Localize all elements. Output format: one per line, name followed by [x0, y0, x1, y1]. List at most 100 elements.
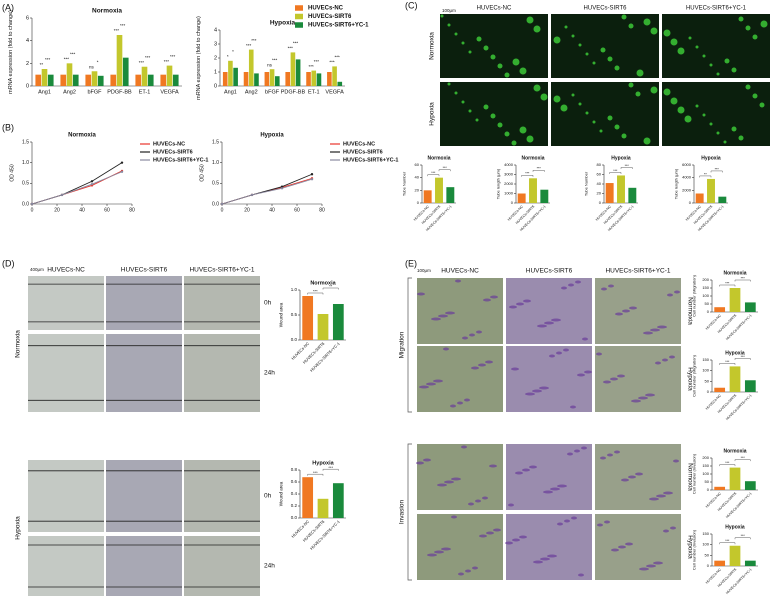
bar [47, 74, 54, 86]
y-tick-label: 100 [702, 542, 709, 547]
panel-label: (D) [2, 258, 15, 268]
transwell-image [595, 278, 681, 344]
bar [91, 71, 98, 86]
cell-blob [608, 284, 614, 288]
series-line [31, 170, 123, 205]
cell-blob [643, 331, 653, 335]
bar [72, 74, 79, 86]
bar [290, 52, 296, 86]
cell-blob [724, 58, 730, 64]
significance-label: *** [293, 41, 299, 46]
wound-image [106, 460, 182, 532]
column-header: HUVECs-SIRT6+YC-1 [605, 268, 670, 275]
cell-blob [650, 328, 660, 332]
y-tick-label: 2 [214, 55, 217, 61]
x-tick-label: 20 [54, 207, 60, 213]
group-bracket [407, 277, 412, 413]
legend-swatch [295, 22, 303, 28]
cell-blob [557, 484, 567, 488]
cell-blob [451, 477, 461, 481]
x-tick-label: bFGF [87, 89, 102, 95]
y-tick-label: 2000 [682, 187, 692, 192]
x-tick-label: Ang1 [224, 89, 237, 95]
legend-label: HUVECs-SIRT6 [343, 149, 383, 155]
row-label: Normoxia [686, 297, 693, 325]
cell-blob [669, 355, 675, 359]
cell-blob [738, 16, 744, 22]
bar [714, 486, 726, 490]
cell-blob [604, 520, 610, 524]
bar [302, 477, 314, 518]
cell-blob [557, 522, 563, 526]
cell-blob [597, 523, 603, 527]
significance-bracket [719, 542, 736, 545]
cell-blob [504, 131, 510, 137]
cell-blob [638, 396, 648, 400]
bar [41, 69, 48, 86]
cell-blob [512, 58, 520, 66]
cell-blob [607, 453, 613, 457]
bar [302, 296, 314, 340]
cell-blob [684, 115, 692, 123]
significance-label: ns [267, 62, 273, 67]
cell-blob [621, 14, 627, 20]
chart-title: Hypoxia [725, 350, 745, 356]
cell-blob [695, 104, 699, 108]
cell-blob [437, 483, 447, 487]
bar [269, 69, 275, 86]
cell-blob [519, 126, 527, 134]
y-tick-label: 6000 [682, 162, 692, 167]
bar [228, 60, 233, 86]
bar [435, 177, 443, 203]
cell-blob [553, 36, 561, 44]
cell-blob [560, 104, 568, 112]
cell-blob [469, 333, 475, 337]
bar [233, 67, 238, 86]
significance-label: *** [314, 59, 320, 64]
y-tick-label: 3000 [504, 172, 514, 177]
cell-blob [511, 367, 519, 371]
point [90, 182, 94, 186]
wound-image [28, 460, 104, 532]
row-label: Hypoxia [15, 516, 22, 540]
cell-blob [639, 567, 649, 571]
y-tick-label: 0 [707, 309, 710, 314]
cell-blob [427, 553, 437, 557]
significance-label: *** [288, 46, 294, 51]
cell-blob [643, 137, 651, 145]
cell-blob [603, 380, 611, 384]
x-tick-label: VEGFA [160, 89, 179, 95]
y-tick-label: 0.5 [291, 312, 298, 317]
significance-label: *** [139, 60, 145, 65]
bar [306, 72, 311, 86]
cell-blob [650, 86, 658, 94]
legend-label: HUVECs-SIRT6 [308, 14, 352, 20]
cell-blob [622, 309, 630, 313]
cell-blob [483, 45, 489, 51]
bar [714, 387, 726, 392]
cell-blob [631, 399, 641, 403]
bar [122, 57, 129, 86]
cell-blob [537, 324, 547, 328]
chart-title: Normoxia [521, 155, 544, 161]
chart-title: Hypoxia [312, 460, 334, 466]
significance-label: *** [715, 167, 720, 171]
y-tick-label: 40 [415, 175, 420, 180]
significance-bracket [734, 358, 751, 360]
cell-blob [461, 41, 465, 45]
column-header: HUVECs-SIRT6+YC-1 [686, 6, 747, 12]
wound-image [28, 536, 104, 596]
significance-bracket [307, 292, 324, 295]
cell-blob [568, 283, 574, 287]
significance-label: *** [45, 57, 51, 62]
x-tick-label: bFGF [265, 89, 280, 95]
cell-blob [512, 538, 520, 542]
cell-blob [677, 106, 685, 114]
series-line [31, 162, 123, 205]
significance-label: *** [443, 166, 448, 170]
cell-blob [472, 566, 478, 570]
point [310, 178, 314, 181]
significance-label: *** [114, 28, 120, 33]
y-axis-label: Cell number (Invasion) [692, 529, 697, 570]
